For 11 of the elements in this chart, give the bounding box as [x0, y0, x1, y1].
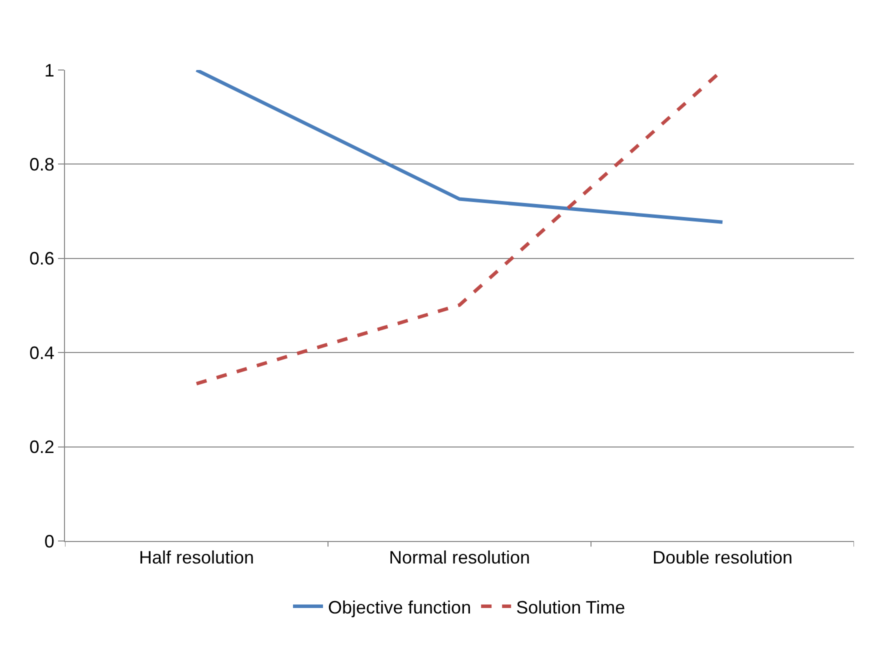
legend-label: Objective function [328, 597, 472, 618]
y-tick-label: 0.8 [29, 154, 54, 174]
y-tick-label: 0.4 [29, 342, 54, 363]
y-tick-label: 1 [44, 60, 54, 80]
x-tick-label: Double resolution [652, 548, 793, 568]
legend-label: Solution Time [516, 597, 626, 618]
x-tick-label: Half resolution [138, 548, 254, 568]
y-tick-label: 0 [44, 531, 54, 552]
x-tick-label: Normal resolution [388, 548, 530, 568]
y-tick-label: 0.6 [29, 248, 54, 269]
y-tick-label: 0.2 [29, 437, 54, 458]
